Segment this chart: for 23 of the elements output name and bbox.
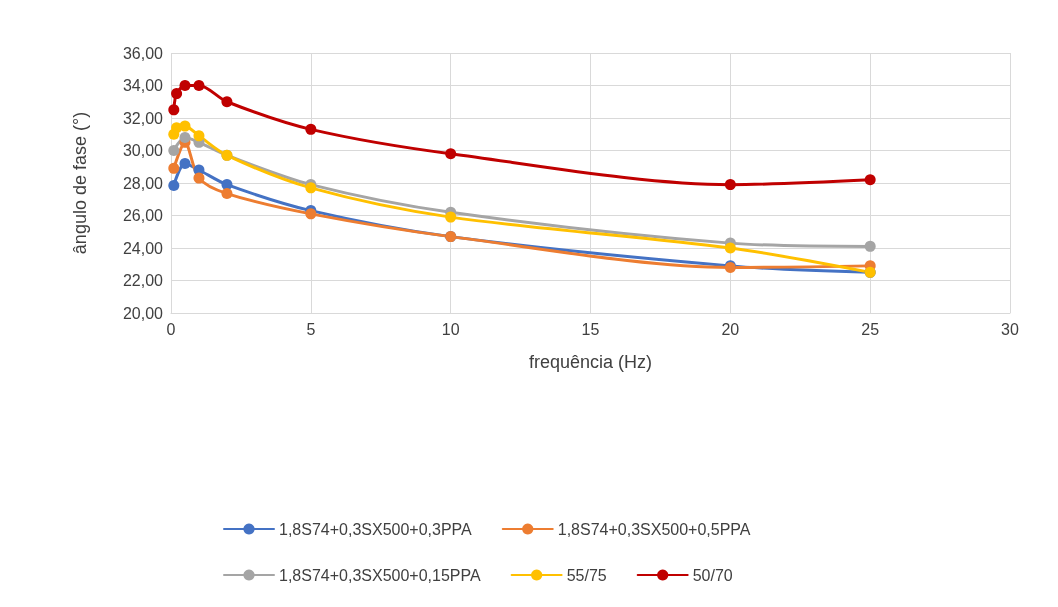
y-tick-label: 24,00 bbox=[122, 239, 164, 257]
legend-label: 1,8S74+0,3SX500+0,3PPA bbox=[279, 520, 473, 538]
y-tick-label: 20,00 bbox=[122, 304, 164, 322]
x-axis-title: frequência (Hz) bbox=[528, 352, 653, 372]
y-tick-label: 28,00 bbox=[122, 174, 164, 192]
x-tick-label: 25 bbox=[861, 320, 880, 338]
x-tick-label: 5 bbox=[306, 320, 316, 338]
x-tick-label: 30 bbox=[1001, 320, 1019, 338]
x-tick-label: 10 bbox=[441, 320, 460, 338]
x-tick-label: 15 bbox=[581, 320, 600, 338]
legend-label: 55/75 bbox=[566, 566, 607, 584]
y-tick-label: 36,00 bbox=[122, 44, 164, 62]
y-axis-title: ângulo de fase (°) bbox=[70, 111, 90, 255]
legend-label: 50/70 bbox=[692, 566, 733, 584]
legend-label: 1,8S74+0,3SX500+0,15PPA bbox=[279, 566, 481, 584]
y-tick-label: 30,00 bbox=[122, 142, 164, 159]
x-tick-label: 0 bbox=[166, 320, 176, 338]
y-tick-label: 32,00 bbox=[122, 109, 164, 127]
x-tick-label: 20 bbox=[721, 320, 740, 338]
y-tick-label: 34,00 bbox=[122, 77, 164, 94]
y-tick-label: 26,00 bbox=[122, 207, 164, 224]
legend-label: 1,8S74+0,3SX500+0,5PPA bbox=[557, 520, 751, 538]
y-tick-label: 22,00 bbox=[122, 272, 164, 289]
